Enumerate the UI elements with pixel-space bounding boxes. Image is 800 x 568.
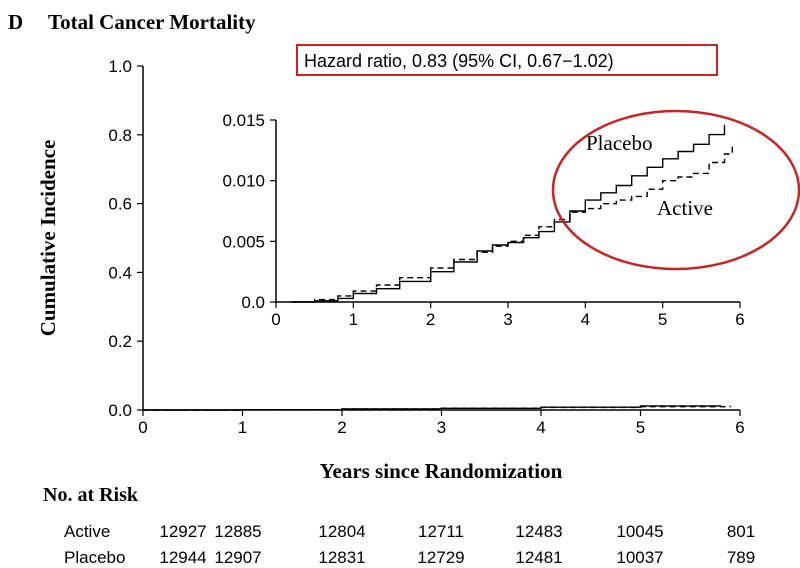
risk-cell: 10037 <box>616 548 663 567</box>
x-axis-label: Years since Randomization <box>320 459 563 483</box>
main-y-tick-label: 0.6 <box>108 195 132 214</box>
risk-cell: 789 <box>727 548 755 567</box>
inset-x-tick-label: 4 <box>581 310 590 329</box>
main-x-tick-label: 2 <box>337 418 346 437</box>
inset-plot: 0.0 0.005 0.010 0.015 0 1 2 3 4 5 6 <box>222 111 744 329</box>
main-y-tick-label: 0.8 <box>108 126 132 145</box>
risk-cell: 10045 <box>616 522 663 541</box>
inset-y-tick-label: 0.010 <box>222 172 265 191</box>
risk-cell: 12804 <box>318 522 365 541</box>
main-y-tick-label: 0.2 <box>108 332 132 351</box>
panel-label: D <box>8 10 23 34</box>
inset-y-tick-label: 0.015 <box>222 111 265 130</box>
inset-x-tick-label: 6 <box>735 310 744 329</box>
series-label-placebo: Placebo <box>586 131 652 155</box>
hazard-ratio-text: Hazard ratio, 0.83 (95% CI, 0.67−1.02) <box>304 51 614 71</box>
main-x-tick-label: 3 <box>437 418 446 437</box>
inset-series-active <box>291 146 733 303</box>
risk-cell: 12729 <box>417 548 464 567</box>
risk-row-label-placebo: Placebo <box>64 548 125 567</box>
main-y-tick-label: 0.0 <box>108 401 132 420</box>
main-x-tick-label: 1 <box>238 418 247 437</box>
main-y-tick-label: 1.0 <box>108 57 132 76</box>
main-x-tick-label: 6 <box>735 418 744 437</box>
hazard-ratio-box <box>296 44 718 76</box>
risk-cell: 12481 <box>515 548 562 567</box>
series-label-active: Active <box>657 196 713 220</box>
main-y-tick-label: 0.4 <box>108 263 132 282</box>
y-axis-label: Cumulative Incidence <box>36 140 60 337</box>
risk-cell: 12483 <box>515 522 562 541</box>
chart-title: Total Cancer Mortality <box>48 10 256 34</box>
inset-series-placebo <box>291 124 726 303</box>
inset-y-tick-label: 0.0 <box>241 293 265 312</box>
main-x-tick-label: 0 <box>138 418 147 437</box>
risk-cell: 12831 <box>318 548 365 567</box>
inset-x-tick-label: 2 <box>426 310 435 329</box>
main-x-tick-label: 5 <box>636 418 645 437</box>
main-plot: 0.0 0.2 0.4 0.6 0.8 1.0 0 1 2 3 4 5 6 <box>108 57 744 437</box>
risk-cell: 12927 <box>159 522 206 541</box>
risk-table: Active 12927 12885 12804 12711 12483 10045 801 P… <box>64 522 755 567</box>
inset-y-tick-label: 0.005 <box>222 232 265 251</box>
main-series-active <box>143 405 731 411</box>
inset-x-tick-label: 3 <box>503 310 512 329</box>
risk-cell: 12711 <box>418 522 464 541</box>
risk-cell: 801 <box>727 522 755 541</box>
highlight-ellipse <box>551 109 800 271</box>
inset-x-tick-label: 1 <box>349 310 358 329</box>
main-x-tick-label: 4 <box>536 418 545 437</box>
risk-table-heading: No. at Risk <box>43 484 139 506</box>
inset-x-tick-label: 5 <box>658 310 667 329</box>
inset-x-tick-label: 0 <box>271 310 280 329</box>
risk-cell: 12885 <box>214 522 261 541</box>
risk-cell: 12907 <box>214 548 261 567</box>
risk-cell: 12944 <box>159 548 206 567</box>
risk-row-label-active: Active <box>64 522 110 541</box>
